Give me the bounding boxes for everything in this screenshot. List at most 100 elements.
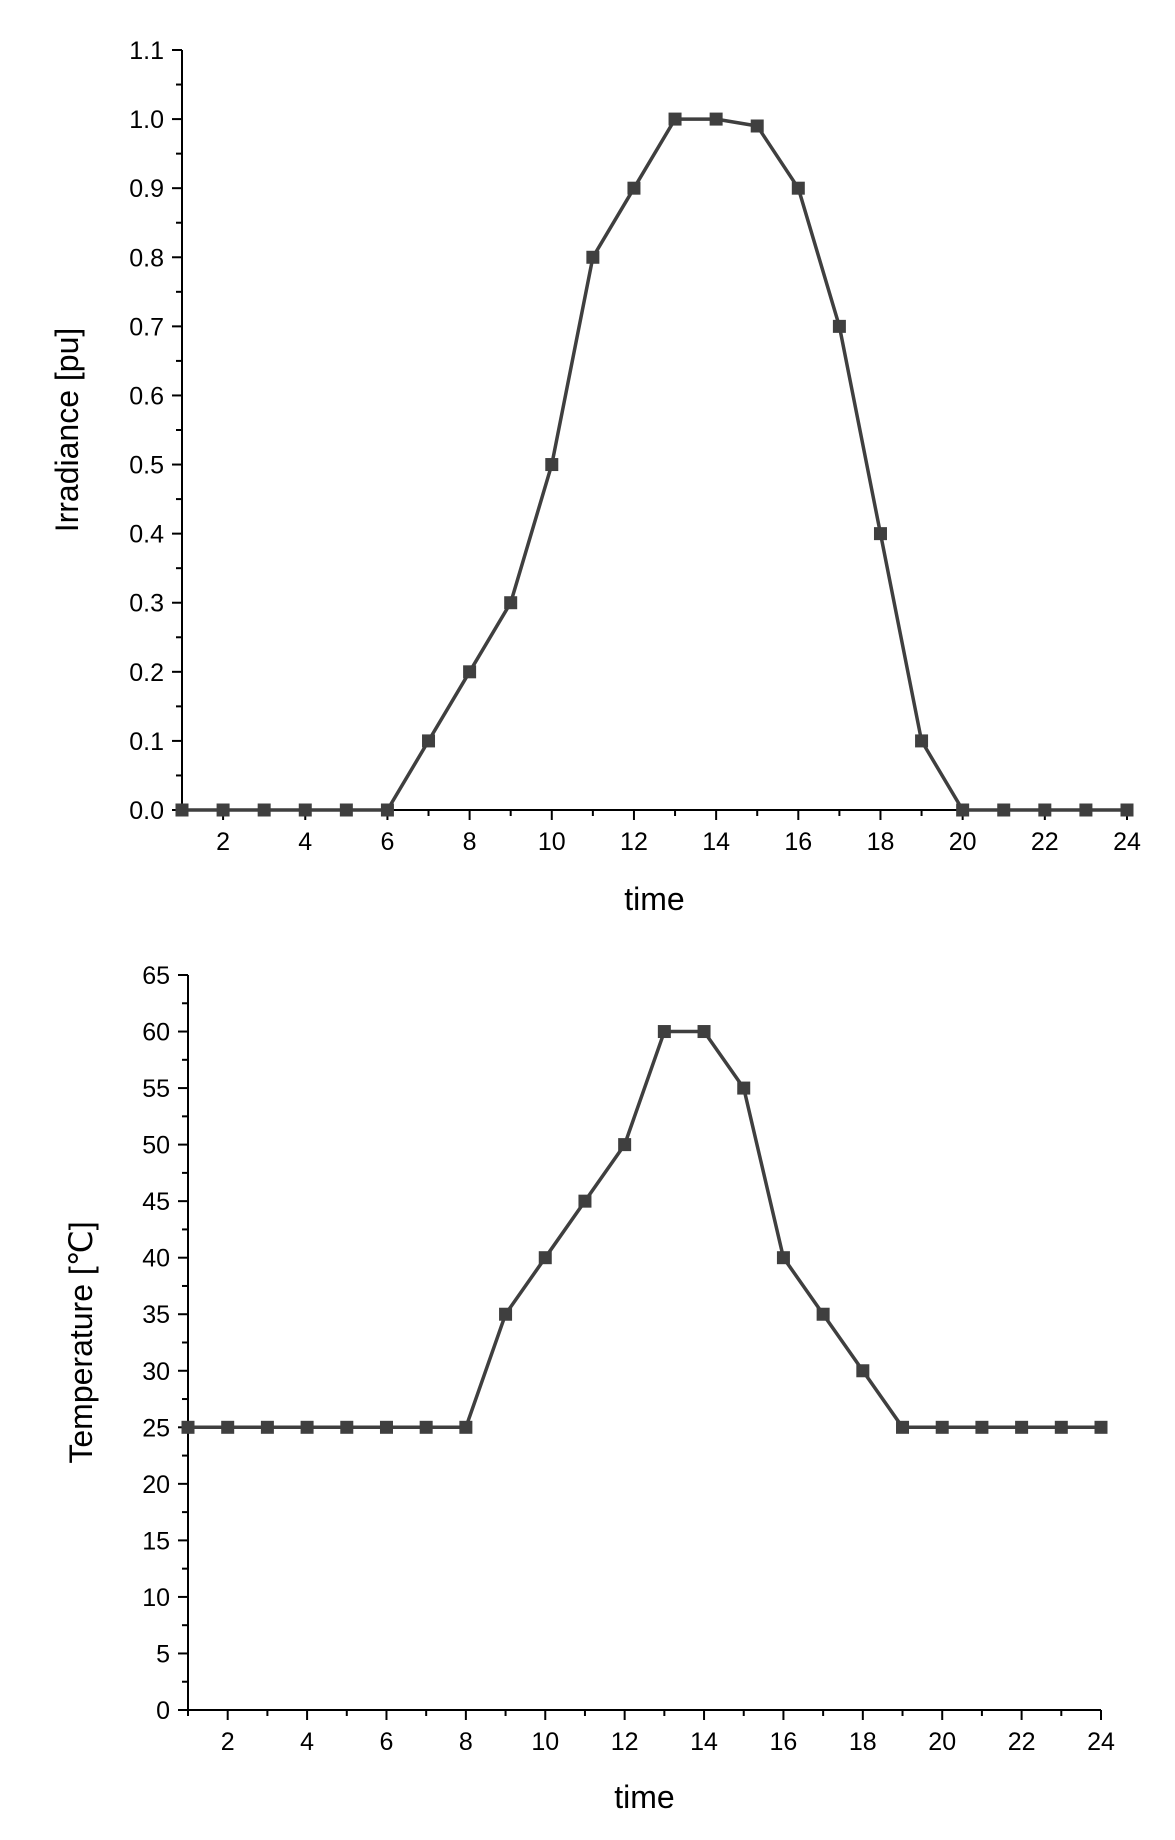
data-point [627, 181, 641, 195]
x-tick-label: 2 [221, 1728, 235, 1756]
data-point [668, 112, 682, 126]
y-tick-label: 0.5 [129, 452, 164, 480]
x-tick-label: 2 [216, 828, 230, 856]
x-tick-label: 24 [1113, 828, 1141, 856]
x-tick-label: 4 [300, 1728, 314, 1756]
data-point [1015, 1420, 1029, 1434]
data-point [896, 1420, 910, 1434]
y-tick-label: 5 [156, 1640, 170, 1668]
data-point [300, 1420, 314, 1434]
x-tick-label: 6 [380, 1728, 394, 1756]
data-point [463, 665, 477, 679]
data-point [419, 1420, 433, 1434]
x-tick-label: 16 [770, 1728, 798, 1756]
data-point [340, 1420, 354, 1434]
data-point [1038, 803, 1052, 817]
y-tick-label: 45 [142, 1188, 170, 1216]
x-tick-label: 10 [538, 828, 566, 856]
data-point [1120, 803, 1134, 817]
y-tick-label: 65 [142, 962, 170, 990]
data-point [181, 1420, 195, 1434]
data-point [1054, 1420, 1068, 1434]
y-axis-title: Temperature [℃] [63, 1221, 99, 1463]
data-point [459, 1420, 473, 1434]
x-tick-label: 6 [380, 828, 394, 856]
y-tick-label: 0.4 [129, 521, 164, 549]
x-tick-label: 20 [949, 828, 977, 856]
x-axis-title: time [624, 881, 684, 917]
data-point [956, 803, 970, 817]
y-tick-label: 0 [156, 1697, 170, 1725]
data-point [578, 1194, 592, 1208]
x-tick-label: 24 [1087, 1728, 1115, 1756]
data-point [499, 1307, 513, 1321]
data-point [1094, 1420, 1108, 1434]
x-axis-title: time [614, 1779, 674, 1815]
data-point [997, 803, 1011, 817]
y-tick-label: 0.3 [129, 590, 164, 618]
data-point [776, 1251, 790, 1265]
data-point [816, 1307, 830, 1321]
y-tick-label: 30 [142, 1358, 170, 1386]
y-tick-label: 0.0 [129, 797, 164, 825]
x-tick-label: 14 [690, 1728, 718, 1756]
data-point [175, 803, 189, 817]
x-tick-label: 22 [1008, 1728, 1036, 1756]
data-point [657, 1025, 671, 1039]
data-point [832, 319, 846, 333]
data-point [856, 1364, 870, 1378]
y-tick-label: 15 [142, 1527, 170, 1555]
y-tick-label: 0.9 [129, 175, 164, 203]
y-tick-label: 40 [142, 1245, 170, 1273]
data-point [298, 803, 312, 817]
data-point [504, 596, 518, 610]
series-line [182, 117, 1127, 812]
y-tick-label: 0.7 [129, 313, 164, 341]
data-point [975, 1420, 989, 1434]
x-tick-label: 22 [1031, 828, 1059, 856]
y-tick-label: 60 [142, 1019, 170, 1047]
data-point [737, 1081, 751, 1095]
y-tick-label: 25 [142, 1414, 170, 1442]
x-tick-label: 8 [459, 1728, 473, 1756]
y-tick-label: 0.2 [129, 659, 164, 687]
data-point [709, 112, 723, 126]
x-tick-label: 12 [620, 828, 648, 856]
y-tick-label: 1.0 [129, 106, 164, 134]
y-tick-label: 55 [142, 1075, 170, 1103]
data-point [216, 803, 230, 817]
y-tick-label: 1.1 [129, 37, 164, 65]
x-tick-label: 18 [849, 1728, 877, 1756]
data-point [935, 1420, 949, 1434]
data-point [750, 119, 764, 133]
x-tick-label: 12 [611, 1728, 639, 1756]
data-point [618, 1138, 632, 1152]
data-point [538, 1251, 552, 1265]
data-point [791, 181, 805, 195]
data-point [545, 458, 559, 472]
data-point [339, 803, 353, 817]
data-point [380, 803, 394, 817]
y-tick-label: 20 [142, 1471, 170, 1499]
y-tick-label: 0.8 [129, 244, 164, 272]
y-tick-label: 10 [142, 1584, 170, 1612]
data-point [221, 1420, 235, 1434]
x-tick-label: 18 [867, 828, 895, 856]
y-tick-label: 50 [142, 1132, 170, 1160]
data-point [260, 1420, 274, 1434]
x-tick-label: 8 [463, 828, 477, 856]
data-point [379, 1420, 393, 1434]
data-point [1079, 803, 1093, 817]
data-point [873, 527, 887, 541]
x-tick-label: 16 [784, 828, 812, 856]
data-point [586, 250, 600, 264]
x-tick-label: 20 [928, 1728, 956, 1756]
data-point [915, 734, 929, 748]
y-tick-label: 0.6 [129, 382, 164, 410]
series-line [188, 1029, 1101, 1430]
x-tick-label: 10 [531, 1728, 559, 1756]
data-point [257, 803, 271, 817]
x-tick-label: 4 [298, 828, 312, 856]
